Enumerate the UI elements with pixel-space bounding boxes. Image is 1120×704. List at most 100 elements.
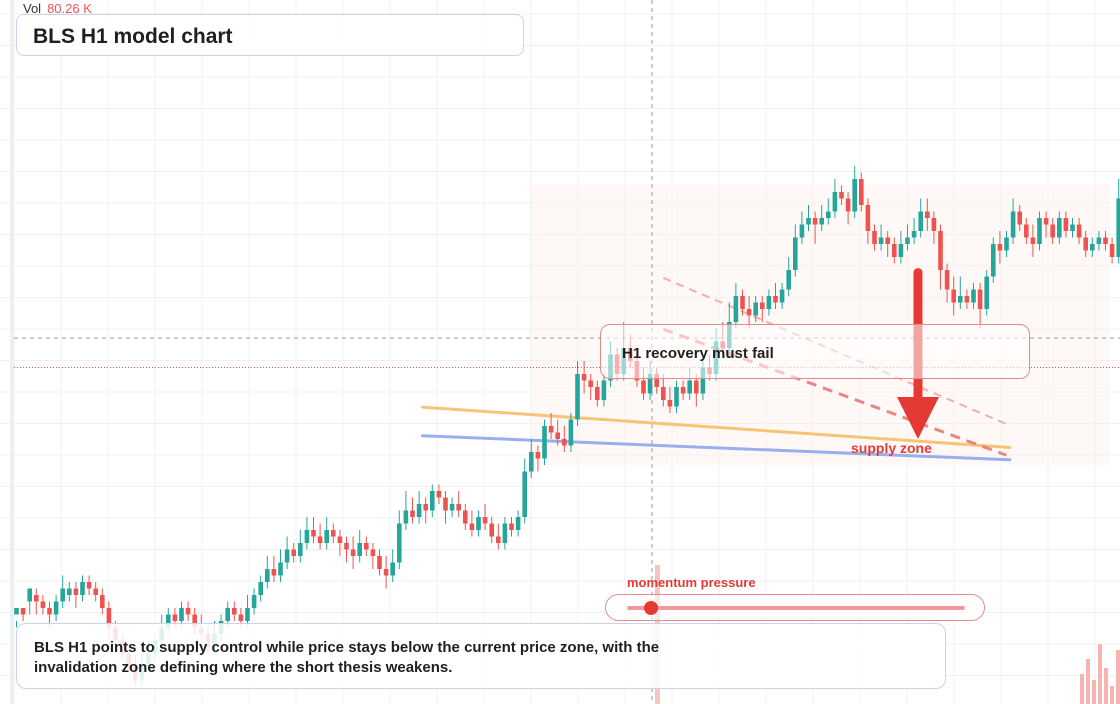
candle-body [179, 608, 184, 621]
candle-body [20, 608, 26, 615]
candle-body [1070, 224, 1075, 231]
volume-value: 80.26 K [47, 1, 92, 16]
candle-body [878, 237, 884, 244]
candle-body [14, 608, 19, 615]
candle-body [410, 510, 415, 517]
candle-body [509, 523, 514, 530]
volume-bar [1104, 668, 1108, 704]
candle-body [661, 387, 666, 400]
candle-body [562, 439, 567, 446]
candle-body [522, 471, 527, 517]
chart-title-panel: BLS H1 model chart [16, 14, 524, 56]
candle-body [931, 218, 937, 231]
candle-body [1024, 224, 1029, 238]
candle-body [436, 491, 442, 498]
candle-body [839, 192, 844, 199]
candle-body [258, 582, 263, 595]
candle-body [1096, 237, 1102, 244]
candle-body [496, 536, 501, 543]
volume-bar [1080, 674, 1084, 704]
candle-body [449, 504, 455, 511]
recovery-note-panel: H1 recovery must fail [600, 324, 1030, 379]
candle-body [667, 400, 673, 407]
candle-body [291, 549, 296, 556]
volume-label: Vol [23, 1, 42, 16]
candle-body [812, 218, 818, 225]
candle-body [60, 588, 65, 602]
candle-body [53, 601, 59, 615]
candle-body [251, 595, 257, 608]
momentum-knob [644, 601, 658, 615]
candle-body [1083, 237, 1088, 251]
volume-bar [1086, 659, 1090, 704]
candle-body [647, 374, 653, 394]
candle-body [357, 543, 362, 556]
candle-body [284, 549, 290, 563]
candle-body [172, 614, 178, 621]
candle-body [1050, 224, 1055, 238]
candle-body [324, 530, 329, 543]
volume-bar [1110, 686, 1114, 704]
candle-body [859, 179, 864, 205]
candle-body [1063, 218, 1069, 231]
down-arrow-head [897, 397, 939, 439]
candle-body [67, 588, 72, 595]
candle-body [344, 543, 349, 550]
candle-body [529, 452, 534, 472]
candle-body [1037, 218, 1042, 244]
candle-body [799, 224, 805, 238]
candle-body [997, 244, 1003, 251]
candle-body [489, 523, 494, 537]
candle-body [185, 608, 191, 615]
candle-body [27, 588, 32, 602]
candle-body [370, 549, 376, 556]
description-panel: BLS H1 points to supply control while pr… [16, 623, 946, 689]
candle-body [1103, 237, 1108, 244]
candle-body [232, 608, 237, 615]
candle-body [337, 536, 343, 543]
candle-body [423, 504, 428, 511]
candle-body [1109, 244, 1115, 257]
volume-bar [1098, 644, 1102, 704]
candle-body [581, 374, 587, 381]
candle-body [73, 588, 79, 595]
candle-body [641, 380, 646, 394]
candle-body [542, 426, 547, 459]
candle-body [278, 562, 283, 576]
candle-body [687, 380, 692, 394]
candle-body [991, 244, 996, 277]
candle-body [1030, 237, 1036, 244]
candle-body [958, 296, 963, 303]
candle-body [964, 296, 970, 303]
supply-zone-label: supply zone [851, 440, 932, 456]
candle-body [826, 211, 831, 218]
candle-body [265, 569, 270, 582]
candle-body [397, 523, 402, 563]
candle-body [106, 608, 112, 628]
candle-body [872, 231, 877, 244]
moving-average-line [420, 434, 1012, 462]
candle-body [786, 270, 791, 290]
candle-body [898, 244, 904, 257]
candle-body [350, 549, 356, 556]
candle-body [456, 504, 461, 511]
chart-title: BLS H1 model chart [33, 25, 233, 48]
candle-body [515, 517, 521, 530]
momentum-gauge [605, 594, 985, 621]
candle-body [925, 211, 930, 218]
candle-body [793, 237, 798, 270]
candle-body [317, 536, 323, 543]
candle-body [575, 374, 580, 420]
candle-body [1004, 237, 1009, 251]
description-text: BLS H1 points to supply control while pr… [34, 639, 660, 676]
candle-body [1090, 244, 1095, 251]
candle-body [443, 497, 448, 511]
candle-body [34, 595, 39, 602]
candle-body [271, 569, 277, 576]
candle-body [601, 380, 607, 400]
candle-body [832, 192, 838, 212]
candle-body [588, 380, 593, 387]
volume-bar [1116, 650, 1120, 704]
candle-body [192, 614, 197, 628]
candle-body [225, 608, 230, 621]
